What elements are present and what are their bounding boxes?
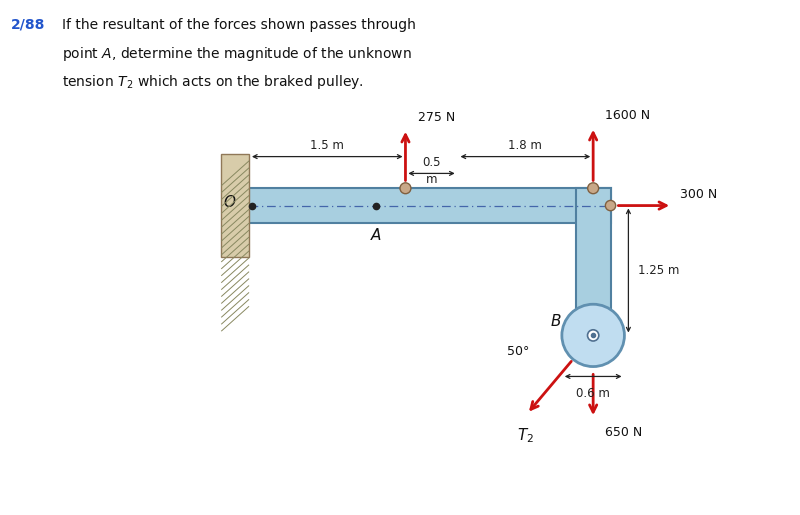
Text: $B$: $B$ [550, 314, 562, 330]
Circle shape [606, 200, 616, 211]
Circle shape [587, 330, 598, 341]
Circle shape [588, 183, 598, 194]
Text: 0.6 m: 0.6 m [576, 387, 610, 400]
Text: 1.8 m: 1.8 m [509, 139, 542, 152]
Polygon shape [222, 154, 249, 257]
Text: m: m [426, 174, 438, 186]
Text: 300 N: 300 N [680, 187, 718, 201]
Text: 1.25 m: 1.25 m [638, 264, 680, 277]
Text: 2/88: 2/88 [10, 18, 45, 31]
Text: 0.5: 0.5 [422, 157, 441, 169]
Text: $O$: $O$ [223, 194, 237, 210]
Text: 275 N: 275 N [418, 111, 456, 124]
Polygon shape [576, 188, 610, 330]
Text: 1600 N: 1600 N [605, 109, 650, 122]
Text: tension $T_2$ which acts on the braked pulley.: tension $T_2$ which acts on the braked p… [62, 73, 364, 91]
Text: 1.5 m: 1.5 m [310, 139, 344, 152]
Text: $A$: $A$ [370, 227, 382, 243]
Text: point $A$, determine the magnitude of the unknown: point $A$, determine the magnitude of th… [62, 45, 412, 63]
Circle shape [562, 304, 625, 367]
Text: 50°: 50° [507, 346, 530, 358]
Text: $T_2$: $T_2$ [517, 427, 534, 445]
Polygon shape [249, 188, 610, 223]
Circle shape [400, 183, 411, 194]
Text: If the resultant of the forces shown passes through: If the resultant of the forces shown pas… [62, 18, 416, 31]
Text: 650 N: 650 N [605, 426, 642, 439]
